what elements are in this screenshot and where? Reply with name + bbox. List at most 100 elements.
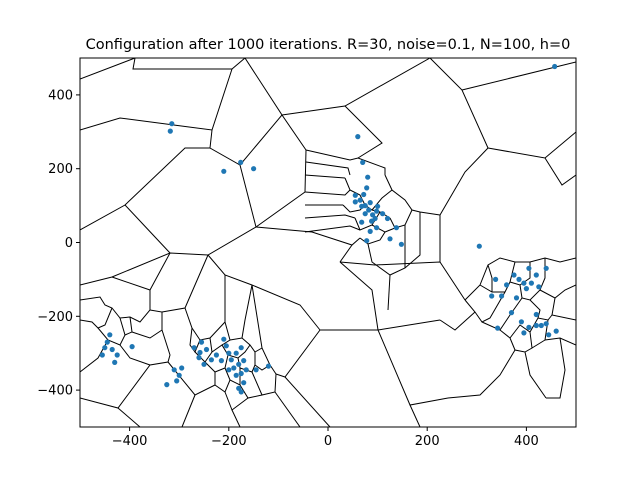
voronoi-edge [387, 274, 391, 311]
data-point [380, 211, 386, 217]
voronoi-edge [304, 189, 351, 196]
voronoi-edge [439, 147, 489, 216]
data-point [226, 350, 232, 356]
data-point [238, 370, 244, 377]
voronoi-edge [204, 344, 229, 373]
voronoi-edge [274, 391, 301, 427]
data-point [361, 191, 367, 198]
y-tick-label: 200 [48, 162, 73, 177]
voronoi-edge [524, 351, 547, 399]
voronoi-edge [487, 264, 493, 292]
voronoi-edge [119, 344, 151, 366]
x-tick-label: 0 [324, 434, 332, 449]
voronoi-edge [275, 329, 321, 378]
data-point [364, 185, 370, 191]
data-point [375, 203, 381, 209]
voronoi-edge [80, 68, 233, 131]
data-point [369, 218, 375, 224]
data-point [174, 378, 180, 384]
data-point [355, 134, 361, 140]
voronoi-edge [224, 391, 249, 411]
voronoi-edge [409, 404, 421, 427]
voronoi-edge [227, 344, 251, 359]
data-point [546, 332, 552, 338]
x-tick-label: −400 [112, 434, 148, 449]
data-point [208, 357, 214, 363]
voronoi-edge [255, 114, 307, 228]
voronoi-edge [305, 149, 386, 175]
data-point [221, 168, 227, 174]
voronoi-edge [461, 61, 576, 91]
y-tick-label: 0 [65, 236, 73, 251]
data-point [533, 322, 539, 329]
voronoi-edge [371, 189, 393, 211]
data-point [221, 336, 227, 342]
data-point [511, 272, 517, 278]
voronoi-edge [304, 174, 346, 179]
voronoi-edge [181, 394, 196, 427]
data-point [203, 346, 210, 353]
data-point [164, 382, 170, 388]
data-point [504, 282, 510, 288]
data-point [384, 215, 391, 222]
voronoi-edge [209, 58, 283, 166]
data-point [538, 322, 544, 329]
data-point [508, 310, 515, 316]
data-point [109, 346, 115, 353]
x-axis: −400 −200 0 200 400 [112, 427, 539, 449]
voronoi-edge [377, 319, 441, 331]
data-point [201, 361, 207, 367]
data-point [233, 350, 239, 356]
data-point [526, 265, 532, 271]
voronoi-edge [389, 217, 396, 229]
voronoi-edge [124, 316, 133, 336]
voronoi-edge [207, 254, 253, 286]
data-point [518, 319, 525, 325]
data-point [102, 345, 108, 351]
voronoi-edge [339, 261, 449, 406]
data-point [513, 295, 520, 301]
data-point [352, 199, 358, 205]
data-point [359, 219, 365, 225]
voronoi-edge [544, 157, 576, 186]
data-point [521, 330, 527, 336]
data-point [238, 159, 244, 165]
voronoi-edge [429, 58, 489, 149]
voronoi-edge [305, 161, 351, 176]
data-point [197, 349, 203, 356]
voronoi-edge [344, 105, 383, 159]
voronoi-edge [304, 225, 361, 233]
y-tick-label: 400 [48, 88, 73, 103]
data-point [226, 367, 232, 373]
voronoi-edge [551, 297, 576, 321]
voronoi-edge [481, 321, 511, 339]
data-point [99, 352, 105, 358]
y-tick-label: −400 [37, 384, 73, 399]
data-point [228, 357, 234, 363]
data-point [365, 174, 371, 180]
data-point [523, 286, 530, 292]
data-point [536, 284, 542, 290]
voronoi-edge [367, 212, 421, 276]
voronoi-edge [161, 254, 209, 313]
data-point [213, 352, 219, 358]
data-point [489, 293, 495, 299]
voronoi-edge [97, 317, 126, 346]
voronoi-edge [80, 58, 136, 80]
data-point [241, 358, 247, 364]
data-point [223, 343, 229, 349]
voronoi-edge [224, 367, 241, 386]
data-point [169, 121, 175, 127]
data-point [218, 358, 224, 364]
data-point [367, 228, 373, 234]
data-point [357, 197, 363, 203]
data-point [359, 203, 365, 209]
data-point [533, 311, 539, 318]
voronoi-edge [339, 261, 466, 301]
chart-title: Configuration after 1000 iterations. R=3… [86, 37, 571, 53]
y-axis: −400 −200 0 200 400 [37, 88, 80, 399]
voronoi-edge [124, 204, 171, 254]
data-point [360, 159, 366, 165]
data-point [241, 380, 247, 386]
